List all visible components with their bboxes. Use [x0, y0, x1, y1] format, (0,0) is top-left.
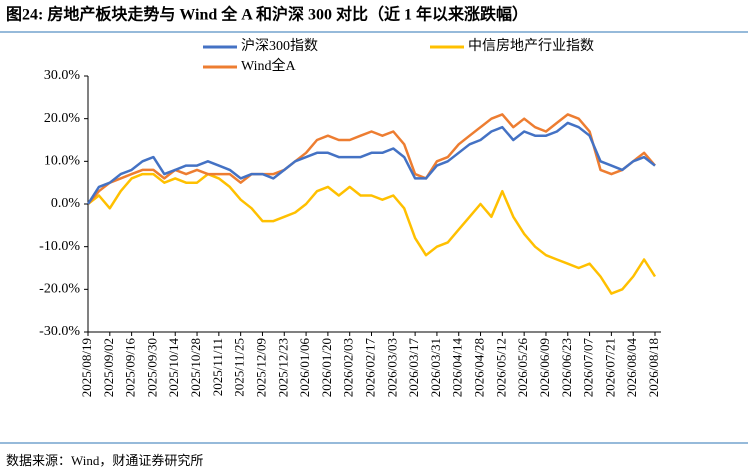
x-tick-label: 2026/01/20 — [319, 338, 334, 397]
x-tick-label: 2026/08/18 — [646, 338, 661, 397]
x-tick-label: 2026/03/31 — [428, 338, 443, 397]
x-tick-label: 2026/06/23 — [559, 338, 574, 397]
x-tick-label: 2025/10/14 — [166, 338, 181, 398]
x-tick-label: 2025/08/19 — [79, 338, 94, 397]
x-tick-label: 2025/09/02 — [101, 338, 116, 397]
y-tick-label: -30.0% — [39, 324, 80, 339]
x-tick-label: 2026/02/17 — [362, 338, 377, 398]
chart-title: 图24: 房地产板块走势与 Wind 全 A 和沪深 300 对比（近 1 年以… — [6, 5, 528, 24]
x-tick-label: 2026/02/03 — [341, 338, 356, 397]
x-tick-label: 2025/11/25 — [232, 338, 247, 397]
x-tick-label: 2026/06/09 — [537, 338, 552, 397]
x-tick-label: 2026/07/21 — [602, 338, 617, 397]
x-tick-label: 2025/12/09 — [253, 338, 268, 397]
x-tick-label: 2025/12/23 — [275, 338, 290, 397]
legend-label: Wind全A — [241, 57, 297, 74]
x-tick-label: 2025/09/30 — [144, 338, 159, 397]
x-tick-label: 2026/01/06 — [297, 338, 312, 398]
x-tick-label: 2026/08/04 — [624, 338, 639, 398]
x-tick-label: 2026/03/17 — [406, 338, 421, 398]
legend-label: 中信房地产行业指数 — [468, 38, 594, 54]
series-line — [87, 113, 656, 205]
x-tick-label: 2026/04/14 — [450, 338, 465, 398]
y-tick-label: -20.0% — [39, 282, 80, 297]
legend-label: 沪深300指数 — [241, 38, 318, 54]
y-tick-label: 30.0% — [44, 68, 81, 83]
series-line — [87, 172, 657, 295]
y-tick-label: 0.0% — [51, 196, 81, 211]
source: 数据来源：Wind，财通证券研究所 — [6, 453, 203, 468]
x-tick-label: 2026/03/03 — [384, 338, 399, 397]
x-tick-label: 2026/07/07 — [581, 338, 596, 398]
x-tick-label: 2025/11/11 — [210, 338, 225, 396]
series-line — [86, 121, 656, 205]
y-tick-label: 10.0% — [44, 154, 81, 169]
x-tick-label: 2025/09/16 — [123, 338, 138, 398]
x-tick-label: 2025/10/28 — [188, 338, 203, 397]
x-tick-label: 2026/05/26 — [515, 338, 530, 398]
x-tick-label: 2026/04/28 — [472, 338, 487, 397]
x-tick-label: 2026/05/12 — [493, 338, 508, 397]
y-tick-label: -10.0% — [39, 239, 80, 254]
y-tick-label: 20.0% — [44, 111, 81, 126]
